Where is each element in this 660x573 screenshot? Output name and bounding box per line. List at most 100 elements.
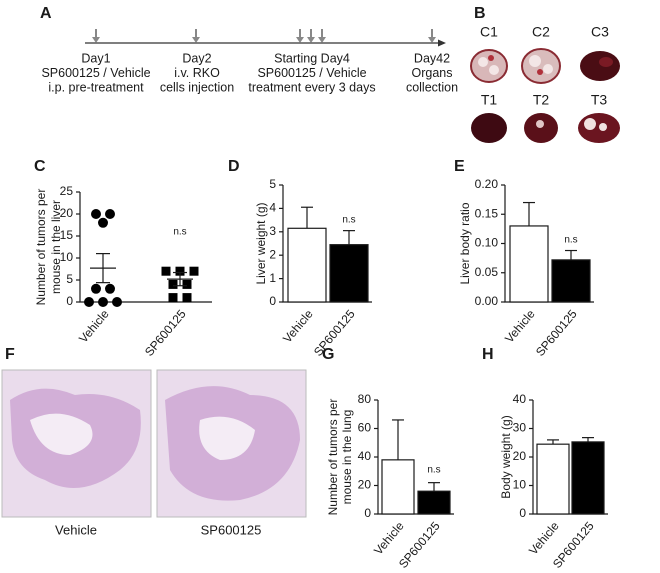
data-point: [182, 293, 192, 303]
timeline-label: Organs: [412, 66, 453, 80]
data-point: [105, 283, 115, 294]
data-point: [189, 266, 199, 276]
data-point: [105, 209, 115, 219]
panel-label: G: [322, 346, 334, 363]
y-tick-label: 0.20: [475, 177, 499, 191]
timeline-label: Starting Day4: [274, 51, 350, 65]
y-tick-label: 10: [513, 478, 527, 492]
y-tick-label: 20: [358, 478, 372, 492]
y-tick-label: 20: [513, 449, 527, 463]
timeline-label: Day42: [414, 51, 450, 65]
panel-label: H: [482, 346, 494, 363]
y-tick-label: 20: [60, 206, 74, 220]
data-point: [98, 297, 108, 307]
data-point: [112, 297, 122, 307]
annotation: n.s: [564, 235, 577, 246]
bar: [551, 259, 591, 303]
histology-label: Vehicle: [55, 522, 97, 537]
x-tick-label: Vehicle: [526, 519, 562, 558]
bar: [536, 443, 570, 515]
x-tick-label: SP600125: [142, 307, 189, 359]
y-tick-label: 60: [358, 421, 372, 435]
y-tick-label: 80: [358, 392, 372, 406]
timeline-label: Day1: [81, 51, 110, 65]
panel-label: F: [5, 346, 15, 363]
data-point: [84, 297, 94, 307]
y-tick-label: 0.10: [475, 236, 499, 250]
y-tick-label: 0.05: [475, 265, 499, 279]
timeline-arrowhead: [307, 37, 315, 43]
bar: [329, 244, 369, 303]
timeline-label: cells injection: [160, 80, 234, 94]
y-axis-label: mouse in the lung: [340, 410, 354, 505]
y-tick-label: 40: [358, 449, 372, 463]
y-tick-label: 30: [513, 421, 527, 435]
data-point: [98, 217, 108, 228]
photo-label: T1: [481, 92, 498, 108]
data-point: [161, 266, 171, 276]
timeline-arrowhead: [92, 37, 100, 43]
data-point: [91, 283, 101, 294]
bar: [381, 459, 415, 515]
y-tick-label: 25: [60, 184, 74, 198]
y-tick-label: 0: [364, 506, 371, 520]
x-tick-label: Vehicle: [280, 307, 316, 346]
timeline-label: treatment every 3 days: [248, 80, 375, 94]
timeline-label: collection: [406, 80, 458, 94]
panel-label: D: [228, 158, 240, 175]
y-tick-label: 3: [269, 224, 276, 238]
annotation: n.s: [427, 465, 440, 476]
x-tick-label: Vehicle: [76, 307, 112, 346]
timeline-label: Day2: [182, 51, 211, 65]
bar: [509, 225, 549, 303]
annotation: n.s: [342, 215, 355, 226]
y-tick-label: 0: [66, 294, 73, 308]
timeline-label: i.v. RKO: [174, 66, 220, 80]
timeline-arrowhead: [318, 37, 326, 43]
y-tick-label: 2: [269, 247, 276, 261]
data-point: [175, 266, 185, 276]
data-point: [91, 209, 101, 219]
timeline-label: SP600125 / Vehicle: [41, 66, 150, 80]
y-axis-label: Liver weight (g): [254, 202, 268, 284]
timeline-arrowhead: [438, 39, 446, 47]
y-tick-label: 0.00: [475, 294, 499, 308]
liver-photos: [470, 48, 620, 143]
photo-label: C3: [591, 24, 609, 40]
histology-images: [1, 369, 307, 518]
bar: [287, 227, 327, 303]
y-tick-label: 15: [60, 228, 74, 242]
x-tick-label: Vehicle: [371, 519, 407, 558]
annotation: n.s: [173, 227, 186, 238]
y-tick-label: 5: [66, 272, 73, 286]
y-axis-label: Liver body ratio: [458, 202, 472, 284]
timeline-label: i.p. pre-treatment: [48, 80, 144, 94]
photo-label: C2: [532, 24, 550, 40]
x-tick-label: SP600125: [533, 307, 580, 359]
photo-label: T3: [591, 92, 608, 108]
y-axis-label: Body weight (g): [499, 415, 513, 498]
y-axis-label: Number of tumors per: [34, 189, 48, 306]
y-tick-label: 40: [513, 392, 527, 406]
data-point: [182, 279, 192, 289]
y-tick-label: 5: [269, 177, 276, 191]
panel-label: A: [40, 5, 52, 22]
y-axis-label: mouse in the liver: [49, 200, 63, 294]
y-tick-label: 4: [269, 201, 276, 215]
bar: [417, 490, 451, 515]
x-tick-label: Vehicle: [502, 307, 538, 346]
y-tick-label: 0: [519, 506, 526, 520]
y-tick-label: 0: [269, 294, 276, 308]
panel-label: B: [474, 5, 486, 22]
y-tick-label: 0.15: [475, 206, 499, 220]
timeline-label: SP600125 / Vehicle: [257, 66, 366, 80]
photo-label: C1: [480, 24, 498, 40]
bar: [571, 441, 605, 515]
data-point: [168, 279, 178, 289]
panel-label: C: [34, 158, 46, 175]
y-tick-label: 1: [269, 271, 276, 285]
timeline-arrowhead: [296, 37, 304, 43]
axis: [79, 192, 212, 303]
y-axis-label: Number of tumors per: [326, 399, 340, 516]
